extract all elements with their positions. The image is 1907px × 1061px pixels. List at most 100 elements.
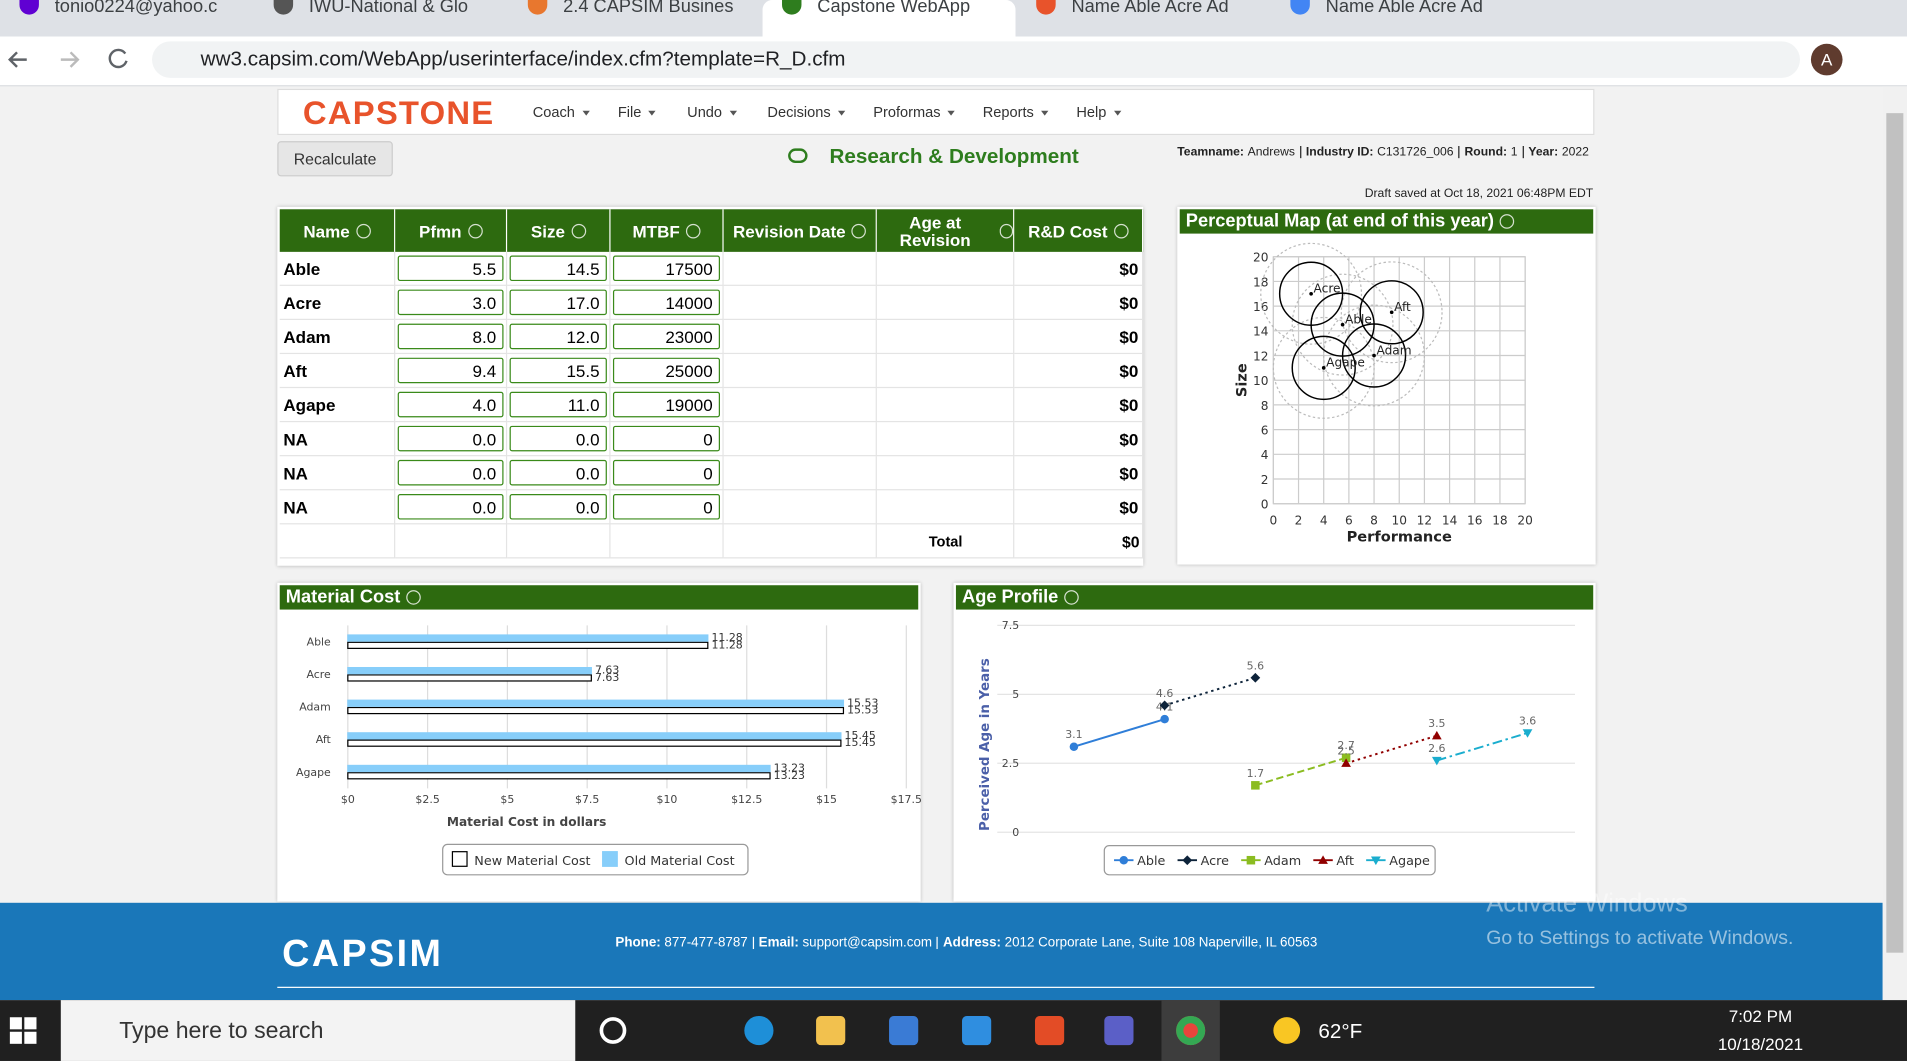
number-input[interactable]: 4.0 xyxy=(397,391,504,418)
number-input[interactable]: 8.0 xyxy=(397,323,504,350)
number-input[interactable]: 14000 xyxy=(612,289,720,316)
menu-item[interactable]: Undo xyxy=(687,103,736,120)
browser-tab[interactable]: tonio0224@yahoo.c xyxy=(0,0,253,37)
info-icon[interactable] xyxy=(685,223,701,238)
y-tick-label: Adam xyxy=(299,701,331,714)
product-point xyxy=(1309,291,1313,296)
x-axis-label: Material Cost in dollars xyxy=(447,815,607,829)
start-button[interactable] xyxy=(9,1017,39,1044)
cortana-icon[interactable] xyxy=(599,1017,627,1044)
header-text: Age at Revision xyxy=(899,212,971,249)
number-input[interactable]: 0.0 xyxy=(397,425,504,452)
info-icon[interactable] xyxy=(851,223,867,238)
info-icon[interactable] xyxy=(571,223,586,238)
number-input[interactable]: 3.0 xyxy=(397,289,504,316)
tab-bar: tonio0224@yahoo.c IWU-National & Glo 2.4 C… xyxy=(0,0,1907,37)
panel-header: Perceptual Map (at end of this year) xyxy=(1179,209,1594,234)
info-icon[interactable] xyxy=(355,223,371,238)
explorer-icon[interactable] xyxy=(816,1015,846,1046)
rd-cost: $0 xyxy=(1119,361,1139,381)
menu-item[interactable]: Help xyxy=(1076,103,1121,120)
x-tick-label: 0 xyxy=(1269,513,1277,527)
recalculate-button[interactable]: Recalculate xyxy=(277,141,393,177)
chrome-active[interactable] xyxy=(1161,1000,1220,1061)
number-input[interactable]: 25000 xyxy=(612,357,720,384)
legend-marker xyxy=(1246,855,1256,865)
info-icon[interactable] xyxy=(406,590,422,605)
number-input[interactable]: 9.4 xyxy=(397,357,504,384)
app-logo[interactable]: CAPSTONE xyxy=(302,94,495,132)
bar xyxy=(347,739,842,747)
number-input[interactable]: 0.0 xyxy=(397,493,504,520)
value-label: 3.6 xyxy=(1519,714,1536,727)
table-cell: 25000 xyxy=(610,354,724,389)
table-cell: 0 xyxy=(610,456,724,491)
browser-tab[interactable]: Capstone WebApp xyxy=(762,0,1016,37)
edge-icon[interactable] xyxy=(744,1015,774,1046)
number-input[interactable]: 0.0 xyxy=(509,493,607,520)
table-cell xyxy=(723,319,877,355)
mail-icon[interactable] xyxy=(962,1015,992,1046)
info-icon[interactable] xyxy=(467,223,483,238)
number-input[interactable]: 0.0 xyxy=(509,425,607,452)
clock-time[interactable]: 7:02 PM xyxy=(1728,1006,1793,1026)
number-input[interactable]: 11.0 xyxy=(509,391,607,418)
value-label: 15.53 xyxy=(847,696,878,709)
info-icon[interactable] xyxy=(1113,223,1129,238)
info-icon[interactable] xyxy=(999,223,1014,238)
profile-avatar[interactable]: A xyxy=(1810,43,1843,76)
table-cell: NA xyxy=(279,490,396,525)
number-input[interactable]: 0.0 xyxy=(509,459,607,486)
y-axis-label: Size xyxy=(1234,363,1251,397)
table-cell: 0.0 xyxy=(507,490,611,525)
menu-item[interactable]: File xyxy=(618,103,656,120)
number-input[interactable]: 0 xyxy=(612,459,720,486)
y-tick-label: 4 xyxy=(1261,448,1269,462)
number-input[interactable]: 23000 xyxy=(612,323,720,350)
value-label: 15.45 xyxy=(845,729,876,742)
menu-item[interactable]: Decisions xyxy=(767,103,845,120)
rough-cut-circle xyxy=(1278,261,1344,326)
clock-date[interactable]: 10/18/2021 xyxy=(1717,1034,1804,1054)
teams-icon[interactable] xyxy=(1104,1015,1134,1046)
store-icon[interactable] xyxy=(889,1015,919,1046)
x-tick-label: 12 xyxy=(1417,513,1432,527)
y-tick-label: 7.5 xyxy=(1002,619,1019,632)
browser-tab[interactable]: IWU-National & Glo xyxy=(254,0,507,37)
office-icon[interactable] xyxy=(1034,1015,1065,1046)
bar xyxy=(347,764,771,773)
number-input[interactable]: 15.5 xyxy=(509,357,607,384)
number-input[interactable]: 17.0 xyxy=(509,289,607,316)
table-cell xyxy=(723,285,877,320)
table-cell: $0 xyxy=(1014,388,1144,423)
contact-label: Email: xyxy=(758,935,799,951)
table-cell: Able xyxy=(279,251,396,286)
tab-title: Name Able Acre Ad xyxy=(1325,0,1483,16)
browser-tab[interactable]: Name Able Acre Ad xyxy=(1017,0,1270,37)
tab-icon xyxy=(527,0,548,15)
menu-item[interactable]: Proformas xyxy=(873,103,955,120)
contact-value: 2012 Corporate Lane, Suite 108 Napervill… xyxy=(1004,935,1318,951)
number-input[interactable]: 12.0 xyxy=(509,323,607,350)
value-label: 13.23 xyxy=(774,769,805,782)
browser-tab[interactable]: 2.4 CAPSIM Busines xyxy=(508,0,761,37)
number-input[interactable]: 19000 xyxy=(612,391,720,418)
menu-item[interactable]: Reports xyxy=(983,103,1049,120)
nav-buttons[interactable] xyxy=(0,37,146,86)
scrollbar[interactable] xyxy=(1882,86,1907,1001)
browser-tab[interactable]: Name Able Acre Ad xyxy=(1271,0,1524,37)
number-input[interactable]: 14.5 xyxy=(509,255,607,282)
number-input[interactable]: 0 xyxy=(612,493,720,520)
scroll-thumb[interactable] xyxy=(1886,113,1904,953)
info-icon[interactable] xyxy=(1500,214,1515,229)
search-box[interactable]: Type here to search xyxy=(60,1000,576,1061)
number-input[interactable]: 5.5 xyxy=(397,255,504,282)
team-value: 2022 xyxy=(1561,146,1589,160)
number-input[interactable]: 0.0 xyxy=(397,459,504,486)
info-icon[interactable] xyxy=(1064,590,1079,605)
number-input[interactable]: 0 xyxy=(612,425,720,452)
number-input[interactable]: 17500 xyxy=(612,255,720,282)
menu-item[interactable]: Coach xyxy=(533,103,590,120)
url-bar[interactable]: ww3.capsim.com/WebApp/userinterface/inde… xyxy=(152,41,1800,78)
weather[interactable]: 62°F xyxy=(1318,1019,1363,1043)
